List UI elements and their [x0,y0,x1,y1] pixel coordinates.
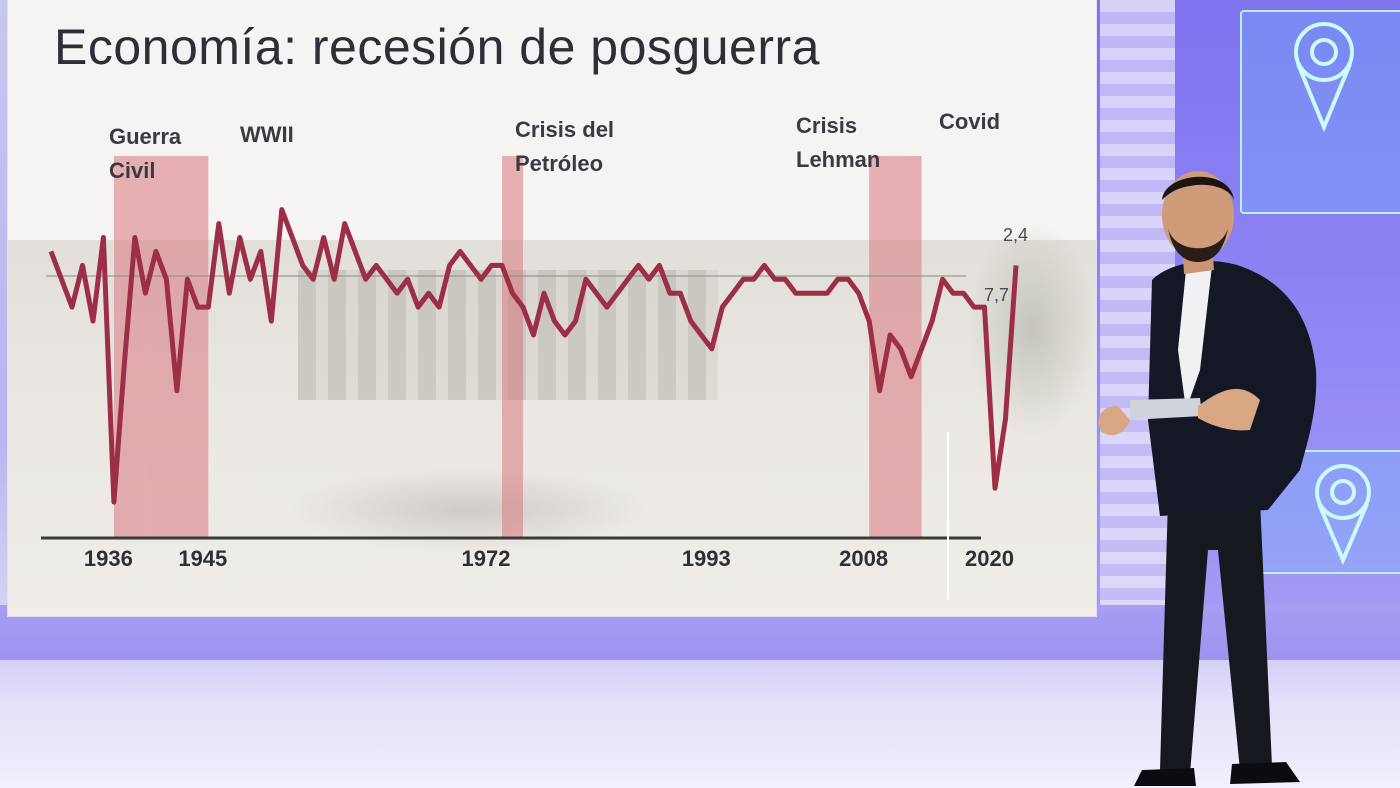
x-tick-label: 1945 [178,546,227,571]
location-pin-icon [1293,22,1354,133]
location-pin-panel [1240,10,1400,214]
x-tick-label: 1972 [462,546,511,571]
event-label-petroleo: Petróleo [515,151,603,176]
event-label-civil: Civil [109,158,155,183]
presenter-silhouette [1098,171,1317,786]
x-tick-label: 1993 [682,546,731,571]
x-axis-ticks: 1936 1945 1972 1993 2008 2020 [84,546,1014,571]
event-label-lehman: Lehman [796,147,880,172]
location-pin-icon [1314,464,1371,566]
event-label-guerra: Guerra [109,124,182,149]
x-tick-label: 2020 [965,546,1014,571]
data-label-7-7: 7,7 [984,285,1009,305]
video-wall-screen: Economía: recesión de posguerra Guerra C… [8,0,1096,616]
event-label-covid: Covid [939,109,1000,134]
gdp-growth-line [48,207,1019,505]
chart: Guerra Civil WWII Crisis del Petróleo Cr… [41,109,1028,600]
x-tick-label: 1936 [84,546,133,571]
shaded-period-1 [145,156,209,538]
x-tick-label: 2008 [839,546,888,571]
event-label-wwii: WWII [240,122,294,147]
event-label-crisis-del: Crisis del [515,117,614,142]
event-label-crisis: Crisis [796,113,857,138]
shaded-period-0 [113,156,146,538]
chart-title: Economía: recesión de posguerra [54,19,820,75]
data-label-2-4: 2,4 [1003,225,1028,245]
shaded-periods [113,156,922,538]
shaded-period-2 [502,156,524,538]
shaded-period-3 [869,156,922,538]
